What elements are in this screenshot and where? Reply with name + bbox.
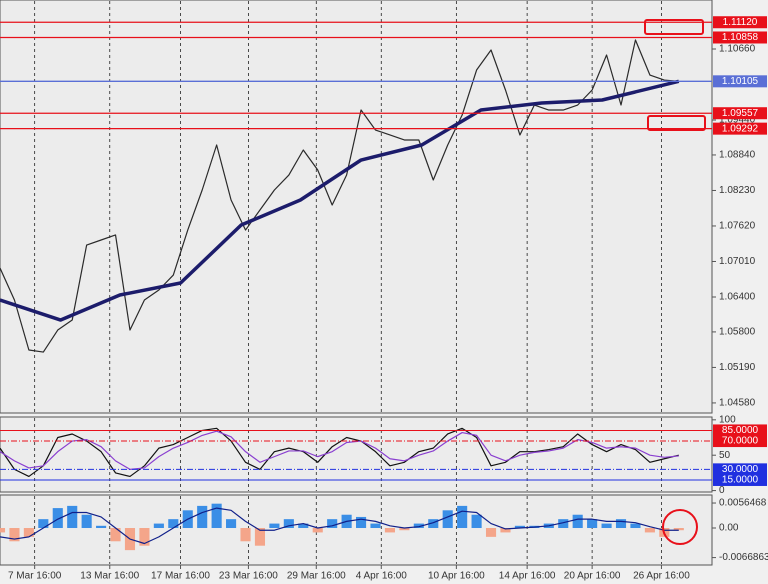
y-tick-label: 0.00: [719, 523, 739, 534]
level-label-box: [713, 463, 767, 476]
series-line: [0, 79, 680, 322]
level-label: 30.0000: [722, 464, 759, 475]
price-panel: [0, 0, 713, 414]
level-label-box: [713, 473, 767, 486]
x-tick-label: 13 Mar 16:00: [80, 571, 139, 582]
histogram-bar: [601, 523, 612, 529]
y-tick-label: 1.07620: [719, 221, 756, 232]
histogram-bar: [370, 523, 381, 529]
histogram-bar: [615, 519, 627, 529]
level-label-box: [713, 107, 767, 120]
histogram-bar: [153, 523, 164, 529]
x-tick-label: 20 Apr 16:00: [564, 571, 621, 582]
x-tick-label: 17 Mar 16:00: [151, 571, 210, 582]
level-label: 1.10105: [722, 76, 759, 87]
level-label: 1.10858: [722, 32, 759, 43]
annotation-box: [644, 19, 704, 35]
histogram-bar: [644, 528, 655, 533]
level-label: 1.09292: [722, 123, 759, 134]
histogram-bar: [254, 528, 266, 546]
level-label: 85.0000: [722, 425, 759, 436]
histogram-bar: [500, 528, 511, 533]
x-tick-label: 7 Mar 16:00: [8, 571, 62, 582]
histogram-bar: [269, 523, 280, 529]
histogram-bar: [356, 516, 367, 529]
histogram-bar: [240, 528, 251, 542]
y-tick-label: 1.07010: [719, 256, 756, 267]
y-tick-label: 1.09440: [719, 115, 756, 126]
level-label-box: [713, 31, 767, 44]
histogram-bar: [226, 519, 237, 529]
x-tick-label: 23 Mar 16:00: [219, 571, 278, 582]
histogram-bar: [197, 505, 208, 529]
series-line: [0, 430, 679, 470]
histogram-bar: [52, 508, 63, 529]
y-tick-label: 1.05190: [719, 362, 756, 373]
histogram-bar: [630, 523, 641, 529]
level-label-box: [713, 424, 767, 437]
histogram-bar: [428, 519, 439, 529]
level-label-box: [713, 75, 767, 88]
y-tick-label: 1.04580: [719, 398, 756, 409]
histogram-bar: [471, 514, 482, 529]
y-tick-label: 50: [719, 450, 731, 461]
y-tick-label: 1.10660: [719, 44, 756, 55]
histogram-bar: [168, 519, 179, 529]
histogram-bar: [457, 505, 468, 529]
histogram-bar: [442, 510, 453, 529]
y-tick-label: 1.05800: [719, 327, 756, 338]
histogram-bar: [312, 528, 323, 533]
y-tick-label: 1.08840: [719, 150, 756, 161]
histogram-bar: [572, 514, 583, 529]
y-tick-label: 100: [719, 414, 736, 425]
histogram-bar: [587, 519, 598, 529]
histogram-bar: [110, 528, 121, 542]
x-tick-label: 29 Mar 16:00: [287, 571, 346, 582]
series-line: [0, 39, 679, 353]
histogram-bar: [283, 519, 294, 529]
x-tick-label: 26 Apr 16:00: [633, 571, 690, 582]
x-tick-label: 10 Apr 16:00: [428, 571, 485, 582]
annotation-box: [647, 115, 706, 131]
y-tick-label: 1.06400: [719, 292, 756, 303]
level-label: 70.0000: [722, 436, 759, 447]
histogram-bar: [38, 519, 49, 529]
histogram-bar: [327, 519, 338, 529]
annotation-circle: [662, 509, 698, 545]
histogram-bar: [558, 519, 569, 529]
macd-panel: [0, 494, 713, 566]
oscillator-panel: [0, 416, 713, 493]
level-label: 1.09557: [722, 108, 759, 119]
histogram-bar: [384, 528, 395, 533]
histogram-bar: [485, 528, 497, 537]
y-tick-label: 0: [719, 485, 725, 496]
histogram-bar: [23, 528, 34, 537]
y-tick-label: 0.0056468: [719, 498, 767, 509]
level-label-box: [713, 435, 767, 448]
histogram-bar: [298, 523, 309, 529]
histogram-bar: [514, 525, 525, 529]
y-tick-label: 1.08230: [719, 185, 756, 196]
histogram-bar: [399, 528, 410, 531]
x-tick-label: 14 Apr 16:00: [499, 571, 556, 582]
level-label-box: [713, 16, 767, 29]
y-tick-label: -0.0066863: [719, 552, 768, 563]
level-label: 15.0000: [722, 475, 759, 486]
histogram-bar: [9, 528, 20, 542]
x-tick-label: 4 Apr 16:00: [356, 571, 408, 582]
level-label: 1.11120: [723, 17, 758, 28]
histogram-bar: [67, 505, 78, 529]
histogram-bar: [413, 523, 424, 529]
series-line: [0, 507, 679, 545]
histogram-bar: [673, 528, 684, 531]
histogram-bar: [81, 514, 92, 529]
histogram-bar: [139, 528, 150, 546]
histogram-bar: [211, 503, 222, 529]
level-label-box: [713, 122, 767, 135]
histogram-bar: [96, 525, 107, 529]
histogram-bar: [0, 528, 6, 533]
